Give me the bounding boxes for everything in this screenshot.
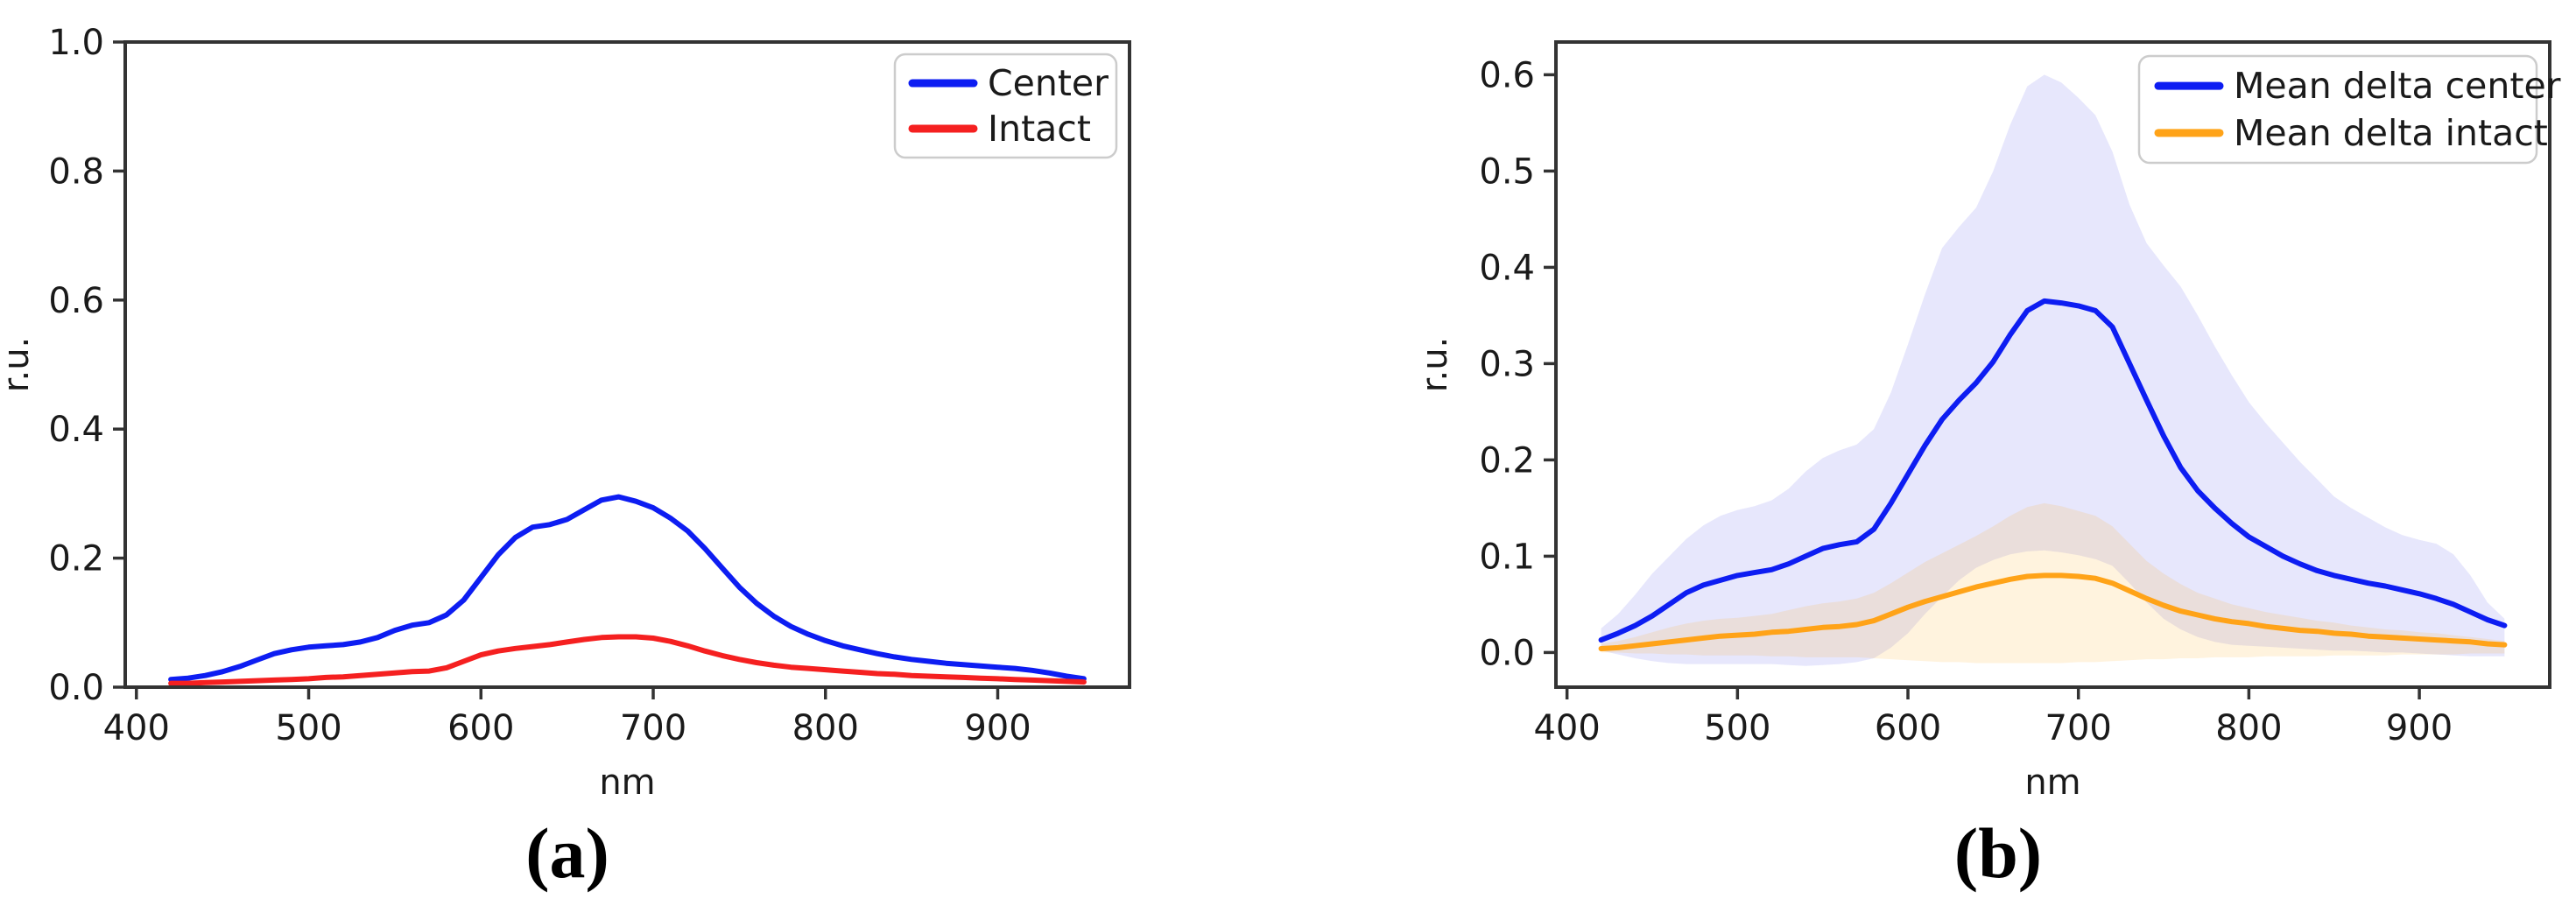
caption-b: (b) (1953, 813, 2043, 893)
legend-label-intact: Intact (988, 108, 1091, 150)
caption-a: (a) (525, 813, 609, 893)
x-tick-label-a: 800 (792, 708, 859, 748)
x-tick-label-a: 400 (103, 708, 170, 748)
series-line-mean-delta-intact (1598, 572, 2508, 651)
y-tick-label-b: 0.2 (1479, 440, 1535, 481)
x-tick-label-a: 600 (447, 708, 514, 748)
legend-label-mean-delta-center: Mean delta center (2234, 65, 2561, 107)
y-tick-label-b: 0.5 (1479, 151, 1535, 192)
y-axis-label-b: r.u. (1415, 337, 1455, 393)
axes-box-a (123, 40, 1131, 689)
x-tick-label-b: 800 (2215, 708, 2282, 748)
x-tick-label-a: 500 (275, 708, 341, 748)
band-mean-delta-center (1601, 74, 2505, 666)
y-tick-label-a: 1.0 (48, 23, 104, 63)
legend-label-center: Center (988, 62, 1109, 104)
x-tick-label-b: 500 (1704, 708, 1770, 748)
y-tick-label-b: 0.6 (1479, 55, 1535, 95)
x-tick-label-a: 700 (620, 708, 686, 748)
x-tick-label-b: 600 (1875, 708, 1941, 748)
series-line-center (168, 494, 1087, 683)
y-tick-label-b: 0.0 (1479, 633, 1535, 673)
y-tick-label-a: 0.8 (48, 151, 104, 192)
y-axis-label-a: r.u. (0, 337, 37, 393)
x-tick-label-b: 400 (1533, 708, 1600, 748)
y-tick-label-a: 0.2 (48, 539, 104, 579)
y-tick-label-a: 0.0 (48, 668, 104, 708)
x-tick-label-b: 900 (2386, 708, 2453, 748)
y-tick-label-b: 0.4 (1479, 248, 1535, 288)
chart-svg: 400 500 600 700 800 900 0.0 0.2 0.4 0.6 0.8 1.0 nm r.… (0, 23, 2561, 803)
legend-box-b (2137, 54, 2538, 165)
y-tick-label-a: 0.6 (48, 281, 104, 321)
legend-label-mean-delta-intact: Mean delta intact (2234, 112, 2548, 154)
series-line-mean-delta-center (1598, 298, 2508, 643)
x-tick-label-a: 900 (964, 708, 1031, 748)
x-tick-label-b: 700 (2045, 708, 2112, 748)
band-mean-delta-intact (1601, 502, 2505, 664)
y-tick-label-b: 0.3 (1479, 344, 1535, 384)
x-axis-label-a: nm (599, 762, 655, 803)
y-tick-label-a: 0.4 (48, 410, 104, 450)
series-line-intact (168, 634, 1087, 686)
y-tick-label-b: 0.1 (1479, 537, 1535, 577)
x-axis-label-b: nm (2024, 762, 2080, 803)
